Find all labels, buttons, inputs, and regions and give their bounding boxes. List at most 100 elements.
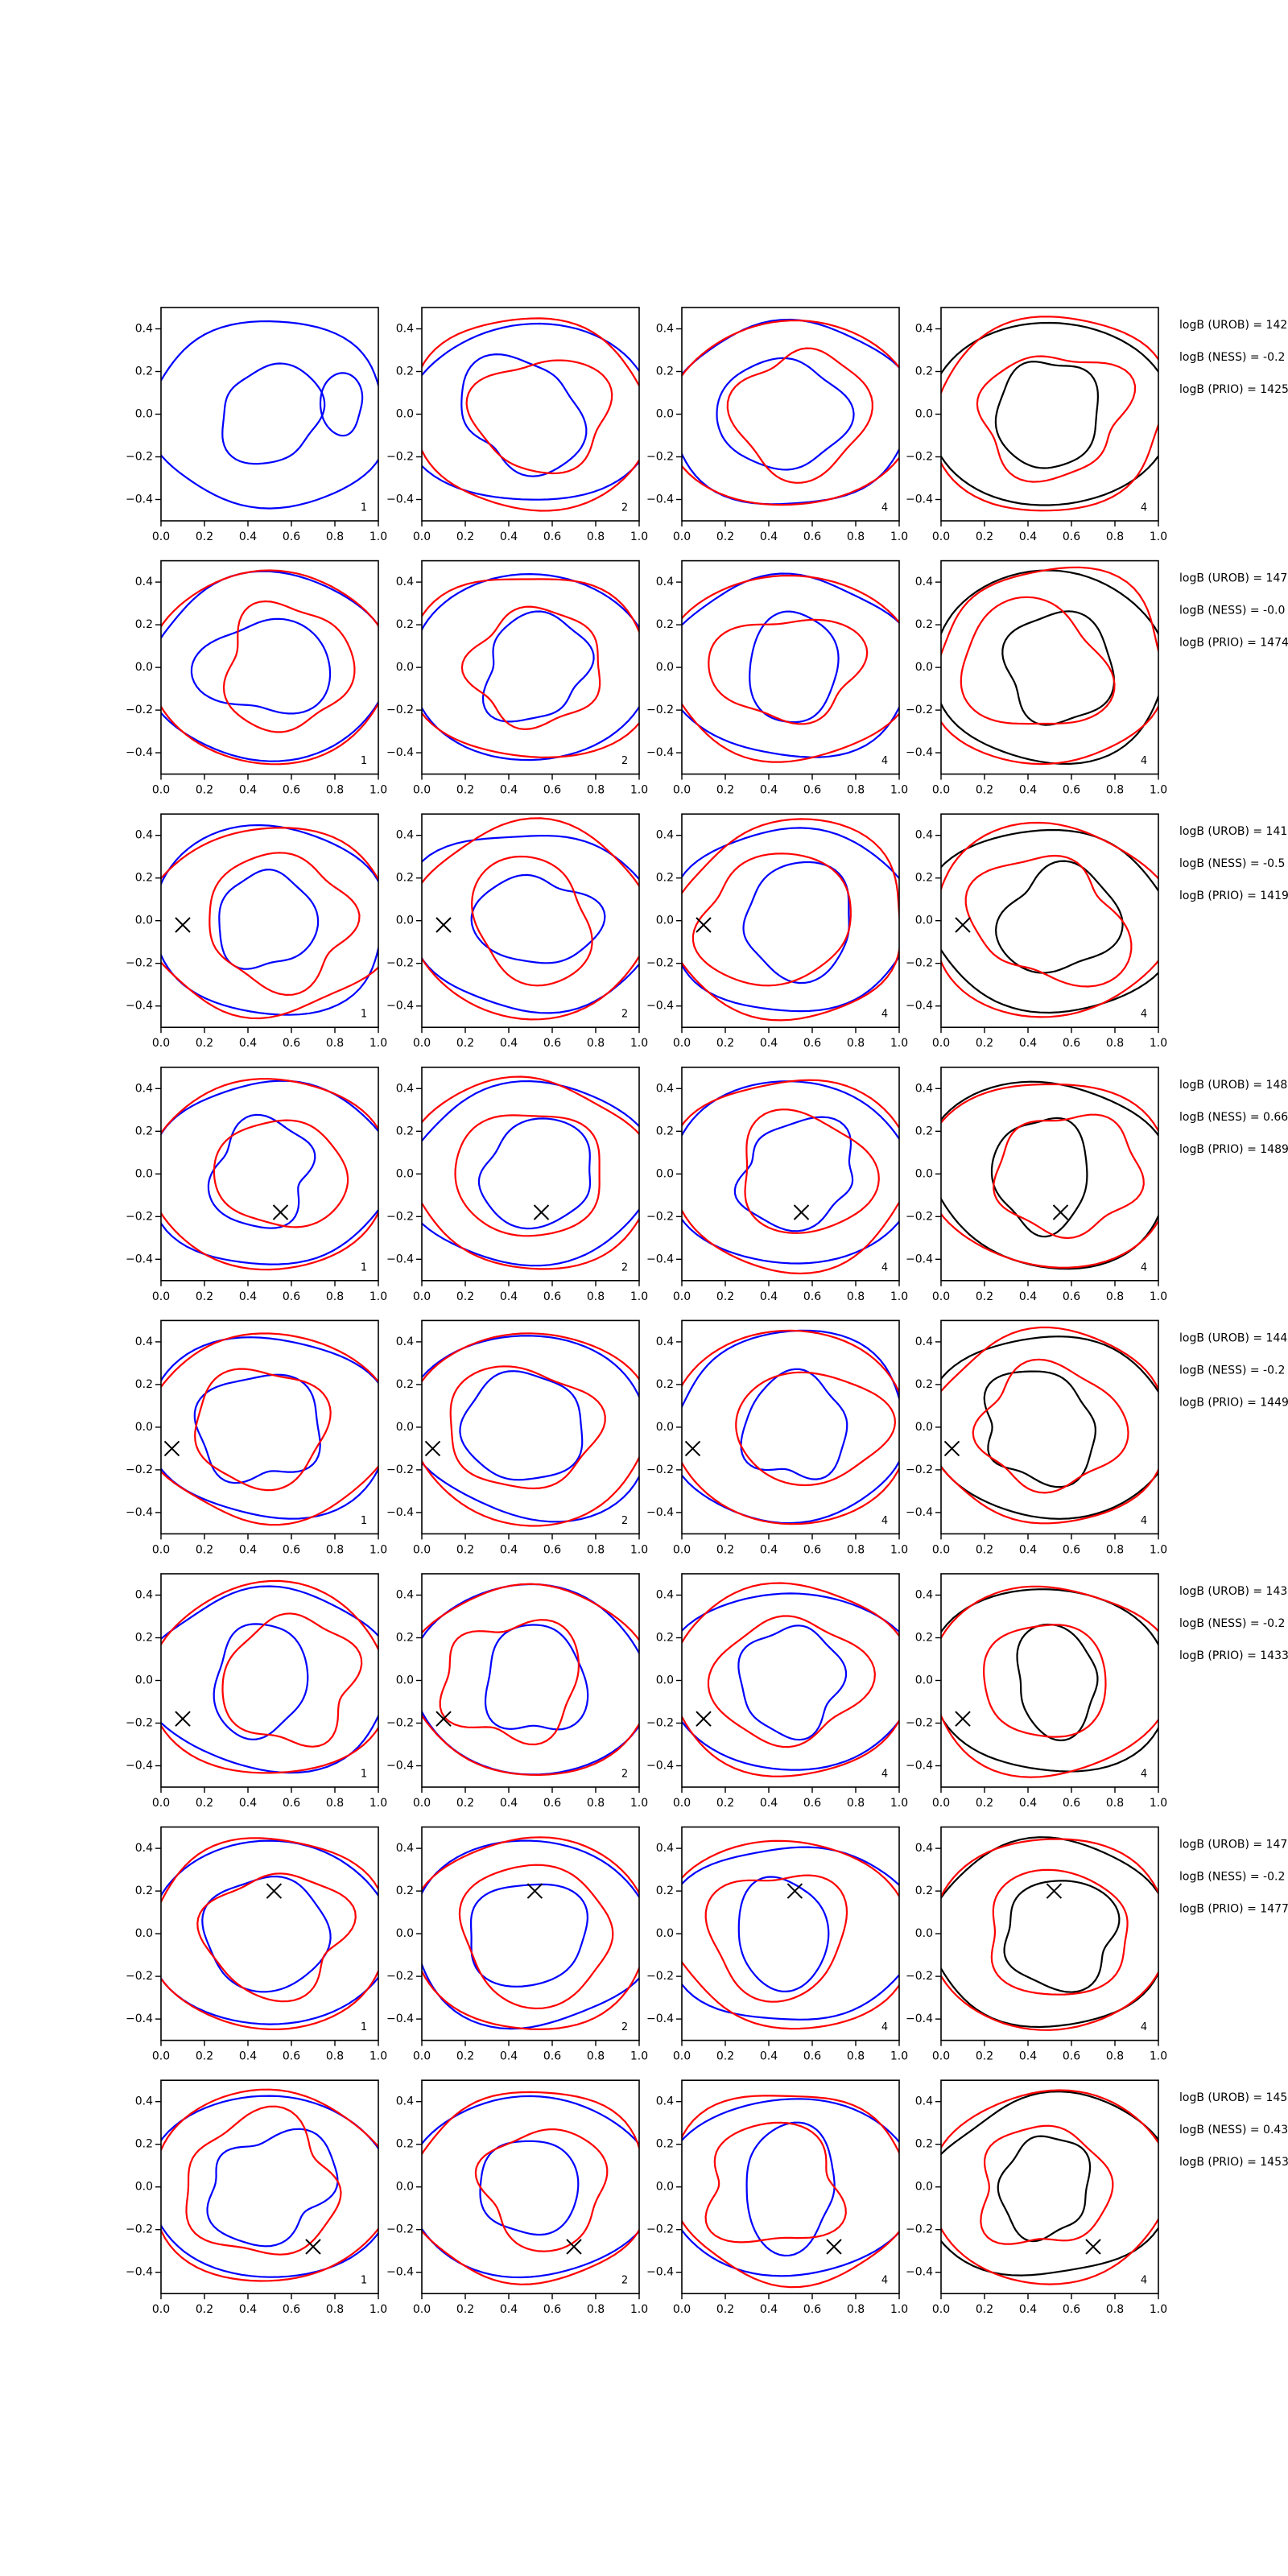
x-tick-label: 0.8 bbox=[847, 1797, 865, 1810]
contour-line bbox=[194, 1368, 332, 1492]
x-tick-label: 0.2 bbox=[976, 530, 993, 543]
contour-line bbox=[161, 827, 378, 1020]
annotation: logB (UROB) = 143 bbox=[1179, 1585, 1287, 1598]
panel-label: 2 bbox=[621, 1515, 628, 1527]
x-tick-label: 0.0 bbox=[152, 1290, 170, 1303]
y-tick-label: 0.0 bbox=[915, 408, 933, 421]
contour-line bbox=[982, 1624, 1107, 1738]
y-tick-label: 0.4 bbox=[656, 1842, 674, 1855]
contours bbox=[941, 2089, 1158, 2285]
x-tick-label: 0.0 bbox=[673, 2303, 691, 2316]
y-tick-label: −0.2 bbox=[906, 704, 933, 716]
panel: 0.0 0.2 0.4 0.6 0.8 1.0 −0.4 −0.2 0.0 0.2 0.4 1 bbox=[126, 2079, 387, 2316]
y-tick-label: 0.2 bbox=[135, 1378, 153, 1391]
x-tick-label: 1.0 bbox=[369, 1543, 387, 1556]
x-tick-label: 0.4 bbox=[1019, 2303, 1037, 2316]
panel: 0.0 0.2 0.4 0.6 0.8 1.0 −0.4 −0.2 0.0 0.2 0.4 1 bbox=[126, 1826, 387, 2063]
y-tick-label: −0.2 bbox=[646, 2223, 674, 2236]
panel-label: 1 bbox=[361, 2021, 367, 2033]
x-tick-label: 0.4 bbox=[760, 530, 778, 543]
annotation: logB (PRIO) = 1477 bbox=[1179, 1903, 1288, 1916]
y-tick-label: −0.2 bbox=[906, 2223, 933, 2236]
x-tick-label: 0.6 bbox=[1063, 530, 1080, 543]
y-tick-label: −0.2 bbox=[906, 957, 933, 970]
x-tick-label: 1.0 bbox=[369, 784, 387, 797]
panel: 0.0 0.2 0.4 0.6 0.8 1.0 −0.4 −0.2 0.0 0.2 0.4 2 bbox=[386, 559, 648, 797]
contour-line bbox=[941, 566, 1158, 766]
y-tick-label: 0.0 bbox=[656, 1927, 674, 1940]
x-tick-label: 0.2 bbox=[716, 530, 734, 543]
contour-line bbox=[460, 605, 601, 731]
contour-line bbox=[708, 618, 869, 725]
annotation: logB (UROB) = 141 bbox=[1179, 825, 1287, 838]
contour-line bbox=[704, 1874, 848, 2003]
y-tick-label: 0.2 bbox=[656, 1632, 674, 1645]
y-tick-label: −0.2 bbox=[646, 704, 674, 716]
x-tick-label: 0.6 bbox=[803, 1797, 821, 1810]
x-tick-label: 0.8 bbox=[847, 784, 865, 797]
panel: 0.0 0.2 0.4 0.6 0.8 1.0 −0.4 −0.2 0.0 0.2 0.4 4 bbox=[906, 1067, 1167, 1303]
y-tick-label: −0.2 bbox=[906, 1717, 933, 1730]
x-tick-label: 0.2 bbox=[196, 1290, 213, 1303]
panel: 0.0 0.2 0.4 0.6 0.8 1.0 −0.4 −0.2 0.0 0.2 0.4 4 bbox=[646, 1319, 908, 1556]
panel: 0.0 0.2 0.4 0.6 0.8 1.0 −0.4 −0.2 0.0 0.2 0.4 4 bbox=[646, 1573, 908, 1810]
contours bbox=[422, 317, 639, 512]
annotation: logB (UROB) = 148 bbox=[1179, 1079, 1287, 1092]
annotation: logB (PRIO) = 1425 bbox=[1179, 383, 1288, 396]
marker bbox=[943, 1440, 960, 1457]
x-tick-label: 0.6 bbox=[803, 784, 821, 797]
x-tick-label: 0.0 bbox=[413, 2050, 431, 2063]
x-tick-label: 0.8 bbox=[847, 1290, 865, 1303]
marker bbox=[436, 1711, 452, 1727]
y-tick-label: 0.0 bbox=[656, 661, 674, 674]
x-tick-label: 0.4 bbox=[239, 2303, 257, 2316]
contour-line bbox=[704, 2121, 847, 2244]
x-tick-label: 0.6 bbox=[543, 1797, 561, 1810]
y-tick-label: 0.0 bbox=[656, 914, 674, 927]
x-tick-label: 0.6 bbox=[1063, 1037, 1080, 1050]
contour-line bbox=[1001, 610, 1116, 726]
contour-line bbox=[716, 357, 855, 471]
y-tick-label: −0.4 bbox=[906, 1506, 933, 1519]
x-tick-label: 0.8 bbox=[587, 1037, 605, 1050]
y-tick-label: 0.0 bbox=[396, 661, 414, 674]
x-tick-label: 1.0 bbox=[630, 530, 648, 543]
x-tick-label: 0.6 bbox=[543, 1543, 561, 1556]
x-tick-label: 0.0 bbox=[413, 1037, 431, 1050]
panel: 0.0 0.2 0.4 0.6 0.8 1.0 −0.4 −0.2 0.0 0.2 0.4 4 bbox=[906, 2079, 1167, 2316]
x-tick-label: 0.8 bbox=[1106, 1543, 1124, 1556]
contour-line bbox=[422, 572, 639, 762]
x-tick-label: 0.8 bbox=[1106, 2303, 1124, 2316]
y-tick-label: 0.2 bbox=[915, 1378, 933, 1391]
contour-line bbox=[190, 617, 332, 715]
x-tick-label: 0.0 bbox=[673, 1797, 691, 1810]
panel: 0.0 0.2 0.4 0.6 0.8 1.0 −0.4 −0.2 0.0 0.2 0.4 4 bbox=[646, 2079, 908, 2316]
contours bbox=[422, 817, 639, 1021]
contour-line bbox=[185, 2105, 342, 2256]
contour-line bbox=[964, 854, 1133, 988]
x-tick-label: 0.6 bbox=[543, 2050, 561, 2063]
y-tick-label: 0.4 bbox=[396, 1335, 414, 1348]
contour-line bbox=[422, 2095, 639, 2279]
y-tick-label: 0.4 bbox=[656, 1335, 674, 1348]
contour-line bbox=[213, 1119, 349, 1228]
y-tick-label: −0.4 bbox=[646, 746, 674, 759]
marker bbox=[826, 2239, 842, 2255]
x-tick-label: 0.6 bbox=[803, 1037, 821, 1050]
y-tick-label: −0.4 bbox=[646, 2013, 674, 2025]
contour-line bbox=[994, 361, 1100, 469]
x-tick-label: 1.0 bbox=[630, 1037, 648, 1050]
x-tick-label: 0.0 bbox=[413, 2303, 431, 2316]
annotation: logB (UROB) = 147 bbox=[1179, 1839, 1287, 1852]
x-tick-label: 0.4 bbox=[239, 1543, 257, 1556]
y-tick-label: −0.2 bbox=[906, 451, 933, 464]
annotation: logB (UROB) = 144 bbox=[1179, 1331, 1287, 1344]
y-tick-label: −0.2 bbox=[646, 451, 674, 464]
x-tick-label: 1.0 bbox=[1150, 1543, 1167, 1556]
x-tick-label: 0.4 bbox=[1019, 2050, 1037, 2063]
contour-line bbox=[422, 322, 639, 501]
panel-label: 1 bbox=[361, 502, 367, 514]
x-tick-label: 0.0 bbox=[413, 1543, 431, 1556]
y-tick-label: 0.0 bbox=[915, 1674, 933, 1687]
contour-line bbox=[208, 852, 361, 997]
